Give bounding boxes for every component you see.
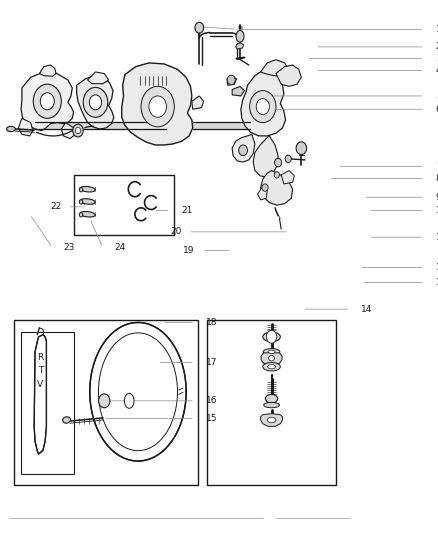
Ellipse shape [263,332,280,342]
Circle shape [285,155,291,163]
Bar [207,320,336,485]
Polygon shape [39,65,56,76]
Polygon shape [276,65,301,86]
Circle shape [274,172,279,178]
Ellipse shape [79,200,83,204]
Text: 5: 5 [436,92,438,100]
Text: 24: 24 [114,244,125,252]
Ellipse shape [79,213,83,217]
Ellipse shape [80,199,95,204]
Ellipse shape [79,188,83,192]
Text: 10: 10 [436,206,438,215]
Polygon shape [253,136,278,177]
Bar [74,175,174,235]
Ellipse shape [268,356,275,361]
Bar [21,332,74,474]
Ellipse shape [268,350,275,353]
Polygon shape [261,171,293,205]
Text: T: T [38,366,43,375]
Circle shape [89,95,102,110]
Text: 17: 17 [206,358,217,367]
Text: 16: 16 [206,397,217,405]
Polygon shape [227,76,237,85]
Ellipse shape [264,402,279,408]
Text: 14: 14 [361,305,373,313]
Circle shape [275,158,282,167]
Ellipse shape [124,393,134,408]
Polygon shape [261,353,282,364]
Polygon shape [192,96,204,109]
Text: 1: 1 [436,25,438,34]
Polygon shape [21,72,74,131]
Polygon shape [61,123,75,139]
Text: 12: 12 [436,263,438,272]
Circle shape [266,330,277,343]
Polygon shape [90,322,186,461]
Ellipse shape [7,126,15,132]
Text: 20: 20 [170,228,182,236]
Polygon shape [122,63,193,145]
Circle shape [195,22,204,33]
Polygon shape [261,60,289,76]
Text: V: V [37,381,43,389]
Polygon shape [34,335,46,454]
Circle shape [141,86,174,127]
Polygon shape [258,188,267,200]
Polygon shape [236,43,244,49]
Text: R: R [37,353,43,361]
Circle shape [40,93,54,110]
Circle shape [250,91,276,123]
Ellipse shape [236,30,244,42]
Circle shape [256,99,269,115]
Ellipse shape [267,417,276,423]
Ellipse shape [63,417,71,423]
Text: 19: 19 [184,246,195,255]
Circle shape [296,142,307,155]
Ellipse shape [268,365,276,369]
Text: 6: 6 [436,105,438,114]
Ellipse shape [263,349,280,355]
Text: 3: 3 [436,54,438,63]
Text: 8: 8 [436,174,438,183]
Text: 7: 7 [436,162,438,171]
Circle shape [149,96,166,117]
Circle shape [99,394,110,408]
Circle shape [262,184,268,191]
Text: 2: 2 [436,43,438,51]
Text: 15: 15 [206,414,217,423]
Text: 13: 13 [436,278,438,287]
Text: 11: 11 [436,233,438,241]
Polygon shape [77,76,114,129]
Ellipse shape [80,187,95,192]
Text: 4: 4 [436,66,438,75]
Circle shape [83,87,108,117]
Polygon shape [261,414,283,426]
Bar [14,320,198,485]
Text: 9: 9 [436,193,438,201]
Ellipse shape [80,212,95,217]
Polygon shape [18,118,33,136]
Circle shape [227,75,235,85]
Polygon shape [88,72,109,84]
Ellipse shape [263,362,280,371]
Circle shape [75,127,81,134]
Circle shape [239,145,247,156]
Text: 22: 22 [50,203,61,211]
Text: 21: 21 [182,206,193,215]
Circle shape [73,124,83,137]
Text: 23: 23 [64,244,75,252]
Polygon shape [281,171,294,184]
Text: 18: 18 [206,318,217,327]
Circle shape [33,84,61,118]
Ellipse shape [265,394,278,403]
Polygon shape [241,70,286,136]
Polygon shape [232,86,244,96]
Polygon shape [232,134,255,162]
